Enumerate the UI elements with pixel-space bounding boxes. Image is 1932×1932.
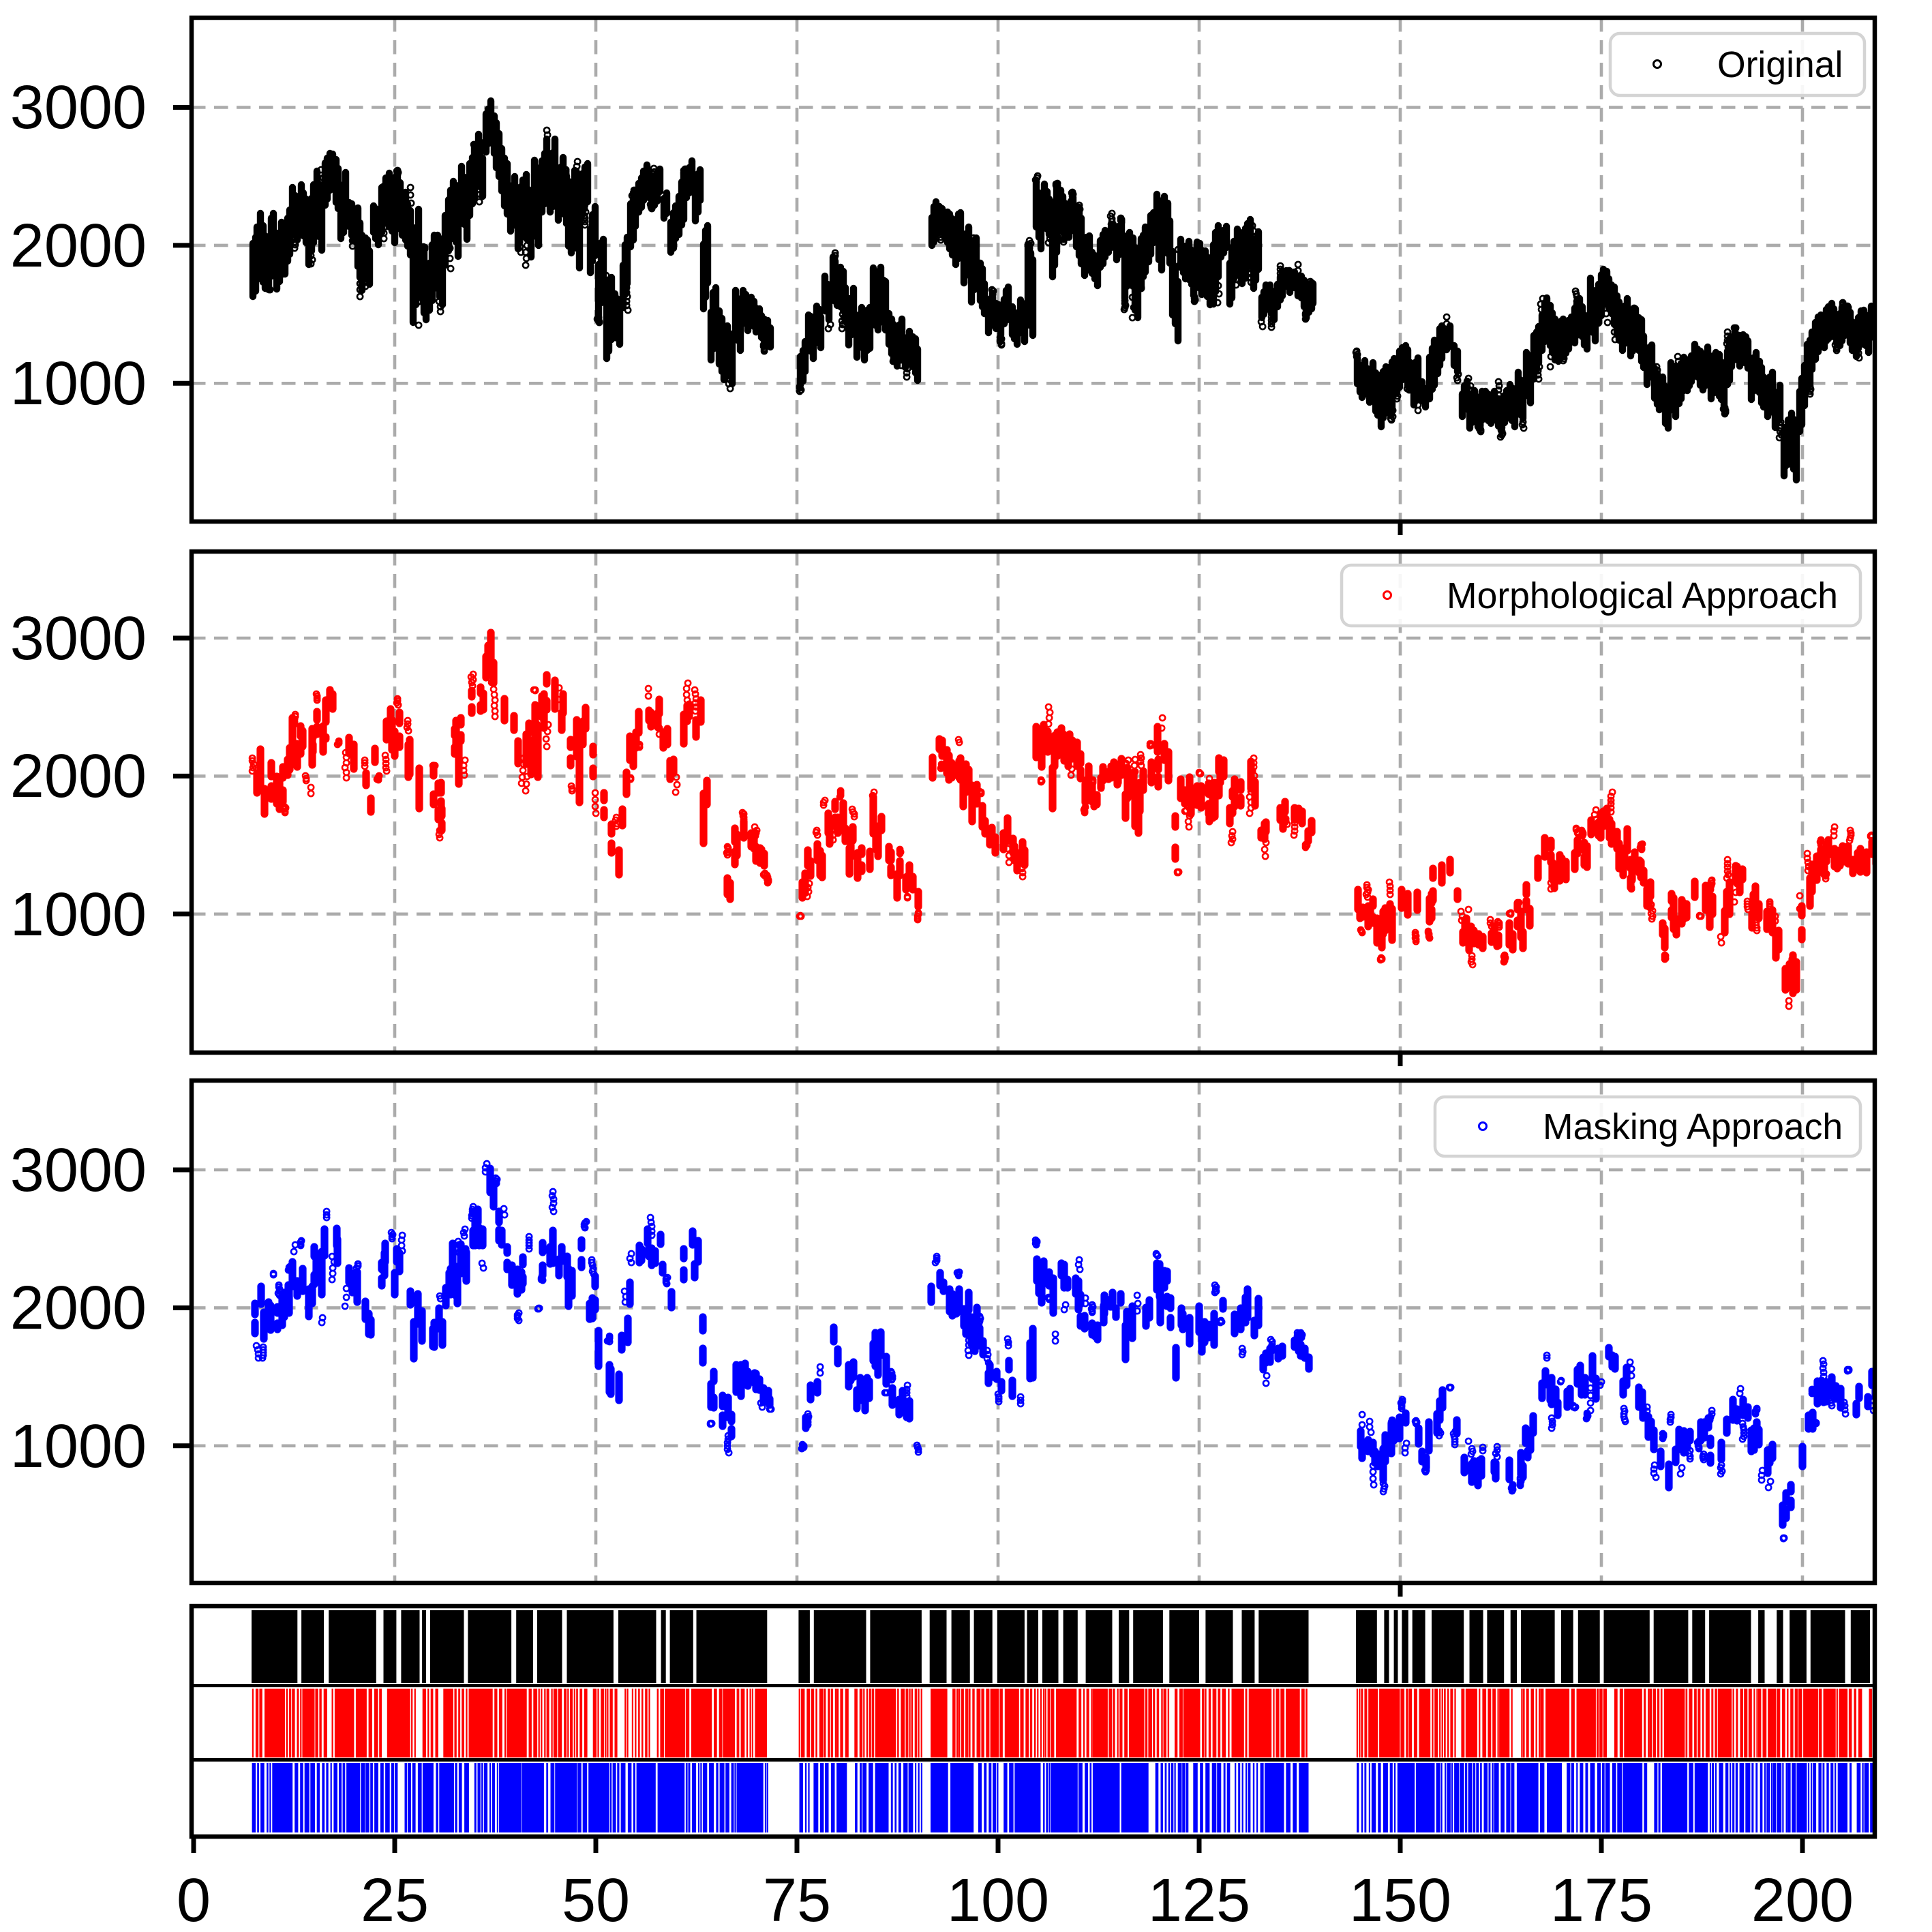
svg-text:125: 125 <box>1148 1867 1250 1932</box>
svg-text:200: 200 <box>1751 1867 1854 1932</box>
svg-text:1000: 1000 <box>10 1413 147 1481</box>
svg-text:2000: 2000 <box>10 742 147 811</box>
svg-text:1000: 1000 <box>10 881 147 949</box>
svg-text:2000: 2000 <box>10 212 147 280</box>
svg-text:Morphological Approach: Morphological Approach <box>1447 576 1838 616</box>
svg-text:3000: 3000 <box>10 1136 147 1205</box>
svg-text:0: 0 <box>177 1867 211 1932</box>
svg-text:175: 175 <box>1550 1867 1652 1932</box>
svg-text:25: 25 <box>361 1867 429 1932</box>
svg-text:3000: 3000 <box>10 605 147 673</box>
svg-text:150: 150 <box>1349 1867 1451 1932</box>
svg-text:Original: Original <box>1717 45 1843 85</box>
svg-text:100: 100 <box>947 1867 1049 1932</box>
svg-text:1000: 1000 <box>10 350 147 418</box>
svg-text:3000: 3000 <box>10 74 147 142</box>
svg-text:75: 75 <box>763 1867 831 1932</box>
svg-text:Masking Approach: Masking Approach <box>1543 1107 1843 1147</box>
svg-text:2000: 2000 <box>10 1274 147 1342</box>
svg-text:50: 50 <box>562 1867 630 1932</box>
